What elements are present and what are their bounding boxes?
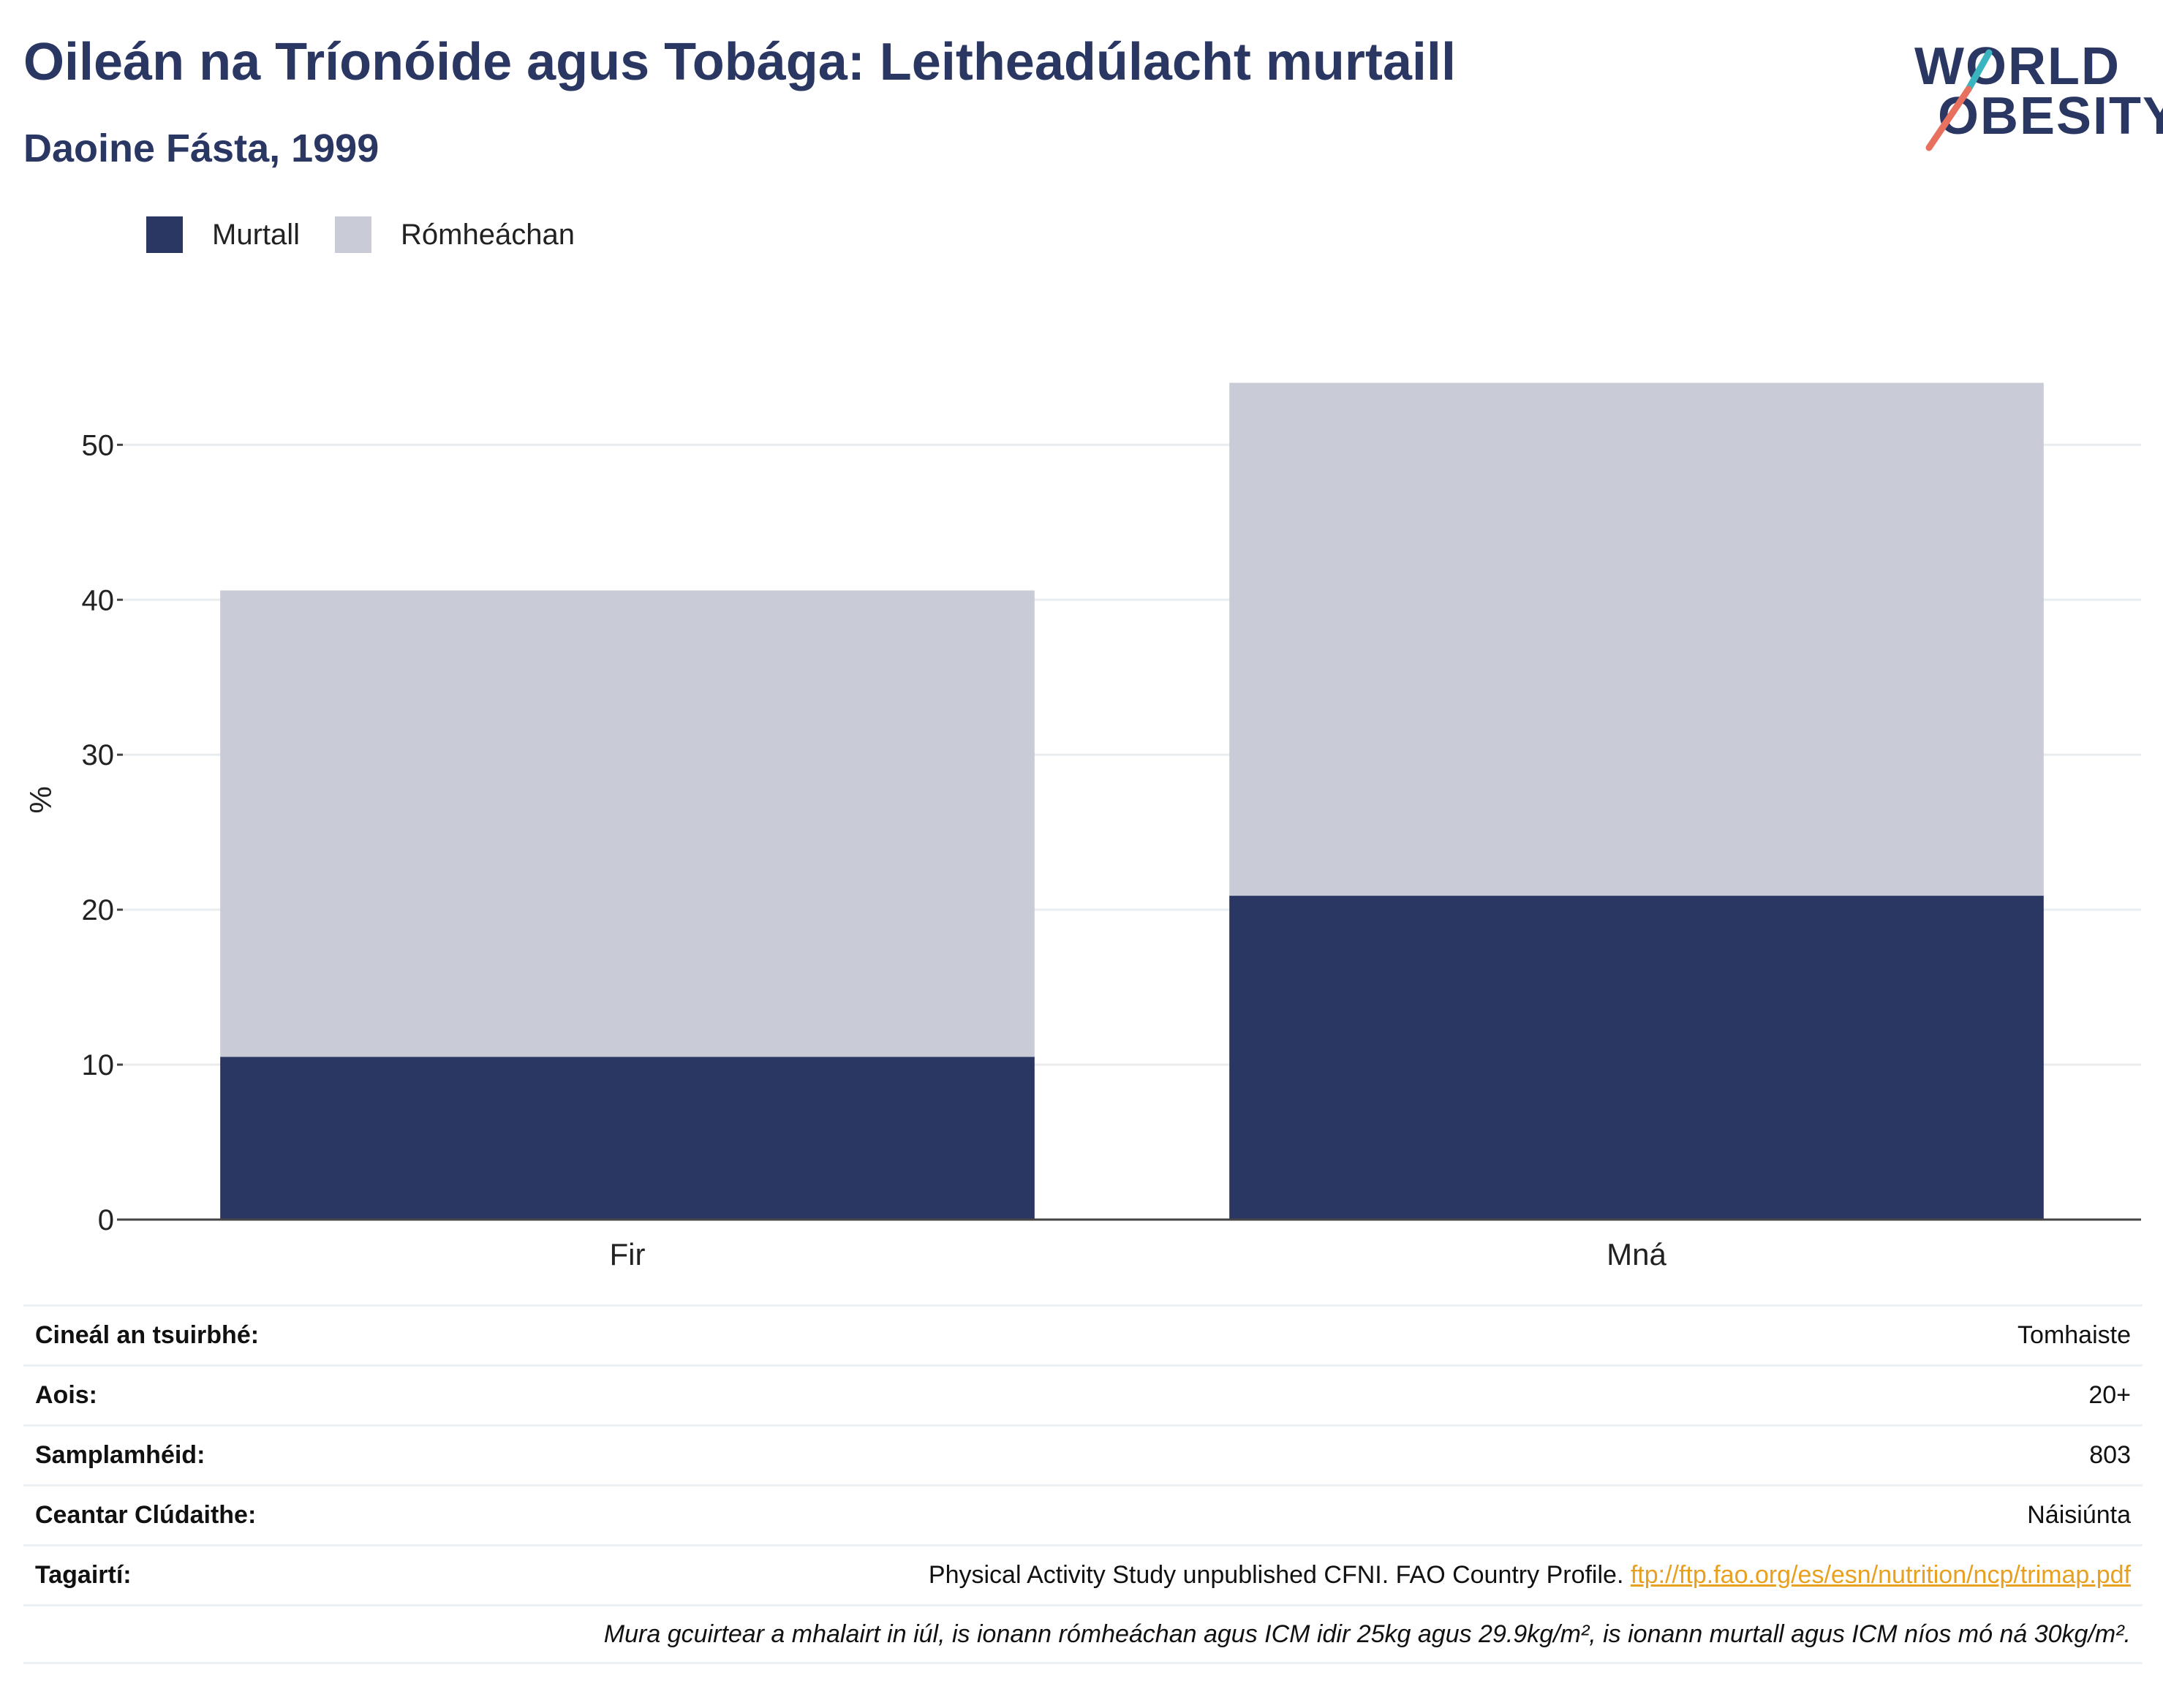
y-tick-label: 30 [82,739,115,771]
definition-note: Mura gcuirtear a mhalairt in iúl, is ion… [603,1620,2131,1648]
chart-subtitle: Daoine Fásta, 1999 [23,126,380,170]
logo-line-2: OBESITY [1938,87,2163,146]
info-value-references: Physical Activity Study unpublished CFNI… [929,1561,2131,1590]
x-tick-label: Mná [1607,1237,1666,1271]
legend-swatch-romheachan [335,216,372,253]
x-tick-label: Fir [610,1237,646,1271]
info-label-survey-type: Cineál an tsuirbhé: [35,1321,260,1349]
y-tick-label: 40 [82,584,115,616]
bar-murtall-mn [1229,896,2044,1220]
info-table: Cineál an tsuirbhé: Tomhaiste Aois: 20+ … [23,1304,2143,1664]
info-value-survey-type: Tomhaiste [2017,1321,2131,1349]
info-label-sample-size: Samplamhéid: [35,1441,205,1469]
bar-chart: 0 10 20 30 40 50% Fir Mná [23,382,2141,1271]
bar-murtall-fir [220,1057,1035,1220]
info-row-area: Ceantar Clúdaithe: Náisiúnta [23,1484,2143,1544]
world-obesity-logo[interactable]: WORLD OBESITY [1901,22,2163,154]
legend-item-murtall[interactable]: Murtall [146,216,300,253]
info-row-sample-size: Samplamhéid: 803 [23,1424,2143,1484]
info-label-area: Ceantar Clúdaithe: [35,1501,257,1529]
bar-rmhechan-mn [1229,382,2044,896]
info-value-sample-size: 803 [2089,1441,2131,1469]
legend-item-romheachan[interactable]: Rómheáchan [335,216,575,253]
bar-rmhechan-fir [220,590,1035,1057]
legend-label-romheachan: Rómheáchan [401,218,575,251]
info-value-age: 20+ [2088,1381,2131,1409]
reference-link[interactable]: ftp://ftp.fao.org/es/esn/nutrition/ncp/t… [1630,1561,2131,1589]
reference-text: Physical Activity Study unpublished CFNI… [928,1561,1631,1589]
info-row-survey-type: Cineál an tsuirbhé: Tomhaiste [23,1304,2143,1364]
info-row-note: Mura gcuirtear a mhalairt in iúl, is ion… [23,1604,2143,1664]
info-row-references: Tagairtí: Physical Activity Study unpubl… [23,1544,2143,1604]
logo-line-1: WORLD [1914,37,2121,96]
legend-swatch-murtall [146,216,183,253]
chart-title: Oileán na Tríonóide agus Tobága: Leithea… [23,33,1456,91]
info-label-age: Aois: [35,1381,97,1409]
y-tick-label: 20 [82,894,115,926]
logo-slash-icon [1925,49,1993,151]
info-value-area: Náisiúnta [2027,1501,2131,1529]
y-axis-label: % [23,786,58,813]
info-row-age: Aois: 20+ [23,1364,2143,1424]
legend: Murtall Rómheáchan [146,216,610,253]
y-tick-label: 10 [82,1049,115,1081]
y-tick-label: 0 [98,1204,114,1236]
legend-label-murtall: Murtall [212,218,301,251]
info-label-references: Tagairtí: [35,1561,132,1589]
y-tick-label: 50 [82,429,115,461]
